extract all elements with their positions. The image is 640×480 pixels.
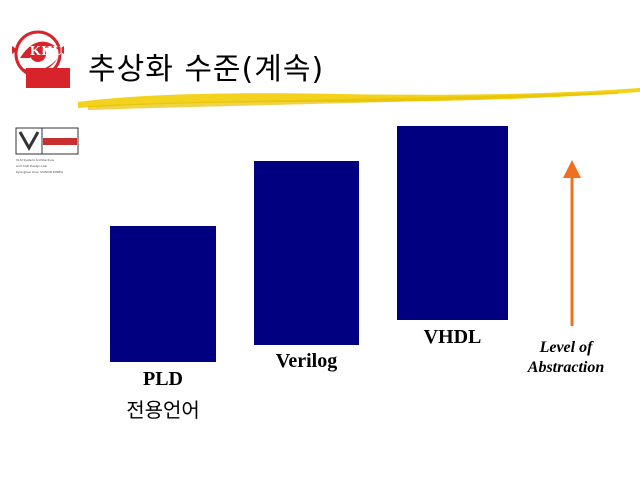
bar-label-pld: PLD [143,368,183,390]
bar-sublabel-pld: 전용언어 [126,398,200,422]
title-underline [78,88,640,110]
lab-line-3: Kyunghee Univ. SUWON KOREA [16,170,63,174]
lab-line-1: VLSI System Architecture [16,158,54,162]
lab-logo-icon [15,127,79,155]
axis-label-line-1: Level of [539,339,593,356]
axis-label-line-2: Abstraction [527,359,605,376]
lab-line-2: and CAD Design Lab [16,164,47,168]
bar-label-verilog: Verilog [275,350,338,372]
page-title: 추상화 수준(계속) [88,52,325,87]
logo-text: KHU [30,44,64,59]
bar-verilog [254,161,359,345]
bar-label-vhdl: VHDL [423,326,482,348]
bar-pld [110,226,216,362]
axis-label-abstraction: Level of Abstraction [506,338,626,378]
khu-logo-icon [12,30,70,88]
up-arrow-icon [563,160,581,326]
bar-vhdl [397,126,508,320]
